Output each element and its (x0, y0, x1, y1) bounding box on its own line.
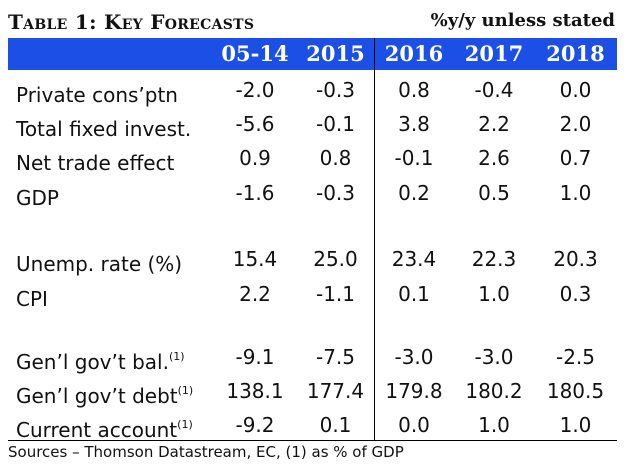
table-cell: -2.0 (235, 78, 275, 102)
table-cell: -0.1 (315, 112, 356, 136)
table-cell: 180.5 (546, 379, 605, 403)
table-cell: -0.4 (474, 78, 514, 102)
table-cell: 177.4 (306, 379, 365, 403)
table-row: Gen’l gov’t debt(1) 138.1 177.4 179.8 18… (8, 374, 617, 408)
table-title-bar: Table 1: Key Forecasts %y/y unless state… (8, 6, 617, 36)
table-cell: -9.1 (235, 345, 275, 369)
row-label: Private cons’ptn (16, 83, 178, 107)
table-cell: 2.2 (478, 112, 510, 136)
table-cell: -1.6 (235, 181, 275, 205)
table-cell: 179.8 (385, 379, 443, 403)
table-cell: -0.3 (315, 181, 356, 205)
table-cell: 0.5 (478, 181, 510, 205)
table-header: 05-14 2015 2016 2017 2018 (8, 38, 617, 70)
table-cell: 1.0 (478, 413, 510, 437)
table-row: Unemp. rate (%) 15.4 25.0 23.4 22.3 20.3 (8, 242, 617, 276)
unit-note: %y/y unless stated (430, 10, 615, 31)
table-cell: 2.6 (478, 146, 510, 170)
table-cell: 0.0 (559, 78, 592, 102)
table-cell: -3.0 (394, 345, 434, 369)
row-label: Total fixed invest. (16, 117, 192, 141)
table-cell: 0.1 (319, 413, 352, 437)
table-cell: 1.0 (559, 181, 592, 205)
table-cell: 20.3 (553, 247, 598, 271)
table-title: Table 1: Key Forecasts (8, 10, 255, 34)
table-cell: 3.8 (398, 112, 430, 136)
table-cell: 0.7 (559, 146, 592, 170)
source-note: Sources – Thomson Datastream, EC, (1) as… (8, 443, 404, 461)
table-cell: 0.0 (398, 413, 430, 437)
table-row: Total fixed invest. -5.6 -0.1 3.8 2.2 2.… (8, 107, 617, 141)
table-cell: 23.4 (391, 247, 437, 271)
table-cell: 0.2 (398, 181, 430, 205)
table-cell: 1.0 (559, 413, 592, 437)
row-label: GDP (16, 186, 59, 210)
column-header: 05-14 (221, 41, 289, 66)
table-cell: 0.1 (398, 282, 430, 306)
table-cell: 0.8 (319, 146, 352, 170)
table-cell: 2.0 (559, 112, 592, 136)
table-row: Current account(1) -9.2 0.1 0.0 1.0 1.0 (8, 408, 617, 442)
table-row: Private cons’ptn -2.0 -0.3 0.8 -0.4 0.0 (8, 73, 617, 107)
table-cell: -5.6 (235, 112, 275, 136)
row-label: Current account(1) (16, 418, 193, 442)
column-header: 2016 (384, 41, 444, 66)
table-row: Net trade effect 0.9 0.8 -0.1 2.6 0.7 (8, 141, 617, 175)
table-cell: 22.3 (471, 247, 517, 271)
row-label: Unemp. rate (%) (16, 252, 183, 276)
table-cell: 180.2 (465, 379, 523, 403)
table-cell: 1.0 (478, 282, 510, 306)
table-cell: 138.1 (226, 379, 284, 403)
forecast-divider (374, 38, 375, 440)
table-cell: -7.5 (315, 345, 356, 369)
footer-divider (8, 440, 617, 441)
table-cell: 0.9 (239, 146, 271, 170)
table-cell: -1.1 (315, 282, 356, 306)
table-row: CPI 2.2 -1.1 0.1 1.0 0.3 (8, 277, 617, 311)
table-cell: -0.3 (315, 78, 356, 102)
row-label: Gen’l gov’t debt(1) (16, 384, 194, 408)
column-header: 2018 (546, 41, 605, 66)
table-cell: -0.1 (394, 146, 434, 170)
table-cell: -9.2 (235, 413, 275, 437)
row-label: CPI (16, 287, 48, 311)
table-cell: 25.0 (313, 247, 358, 271)
table-row: Gen’l gov’t bal.(1) -9.1 -7.5 -3.0 -3.0 … (8, 340, 617, 374)
table-cell: 2.2 (239, 282, 271, 306)
table-row: GDP -1.6 -0.3 0.2 0.5 1.0 (8, 176, 617, 210)
table-cell: -2.5 (555, 345, 596, 369)
table-cell: 0.3 (559, 282, 592, 306)
table-cell: 0.8 (398, 78, 430, 102)
column-header: 2015 (306, 41, 365, 66)
column-header: 2017 (464, 41, 524, 66)
table-cell: -3.0 (474, 345, 514, 369)
table-cell: 15.4 (232, 247, 278, 271)
row-label: Net trade effect (16, 151, 175, 175)
row-label: Gen’l gov’t bal.(1) (16, 350, 185, 374)
